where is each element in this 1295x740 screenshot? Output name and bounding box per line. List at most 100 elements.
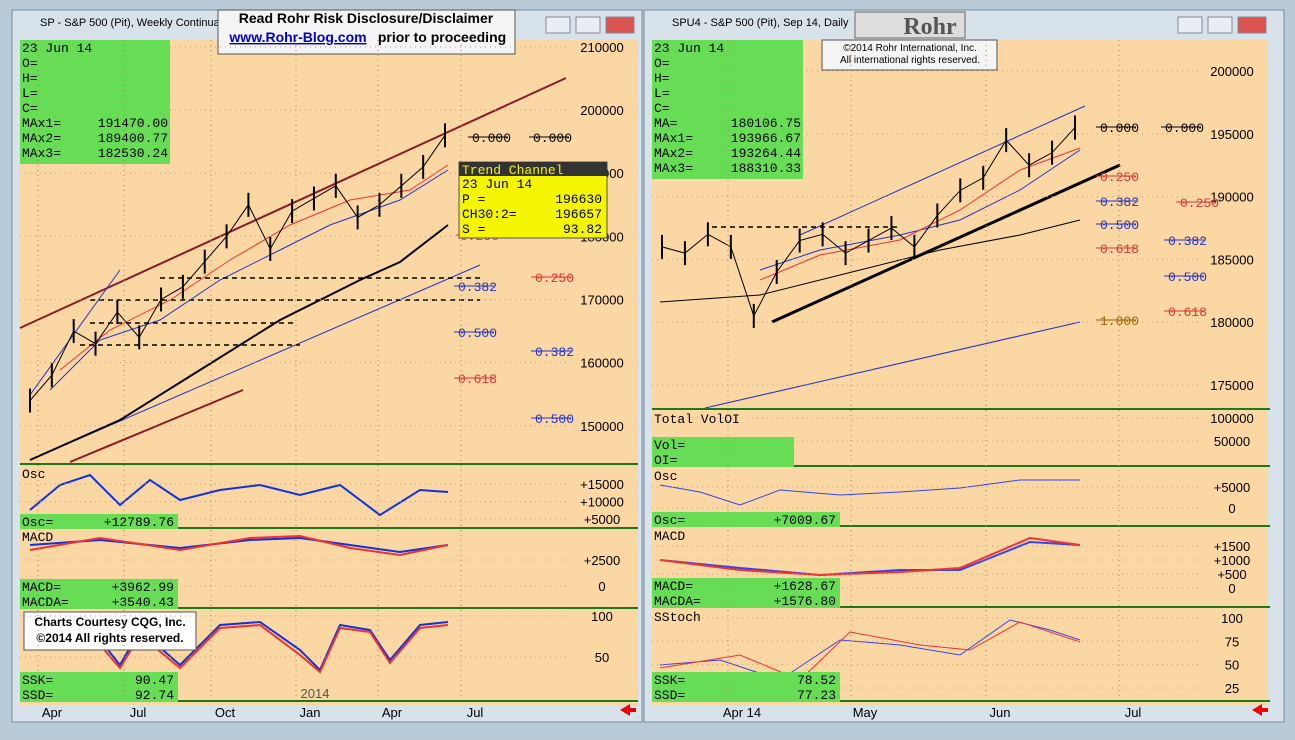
copyright-text: All international rights reserved. [840, 55, 980, 66]
y-tick-label: +15000 [580, 477, 624, 492]
readout-label: Osc= [22, 515, 53, 530]
y-tick-label: +1000 [1214, 553, 1251, 568]
fib-label: 0.500 [535, 412, 574, 427]
readout-box [652, 578, 840, 593]
channel-line [29, 269, 121, 396]
tooltip-title: Trend Channel [462, 163, 564, 178]
info-value: 188310.33 [731, 161, 801, 176]
fib-label: 0.250 [535, 271, 574, 286]
y-tick-label: 200000 [580, 103, 623, 118]
macd-curve [659, 536, 1081, 577]
y-tick-label: 180000 [1210, 315, 1253, 330]
readout-box [20, 672, 178, 687]
x-tick-label: Jan [300, 705, 321, 720]
y-tick-label: 50000 [1214, 434, 1250, 449]
osc-curve [659, 479, 1080, 506]
info-value: 193264.44 [731, 146, 801, 161]
y-tick-label: +5000 [1214, 480, 1251, 495]
y-tick-label: 0 [598, 579, 605, 594]
credit-box [23, 611, 197, 651]
maximize-button[interactable] [575, 16, 601, 34]
y-tick-label: 190000 [1210, 190, 1253, 205]
readout-value: +1576.80 [774, 594, 836, 609]
info-label: O= [22, 56, 38, 71]
y-tick-label: +1500 [1214, 539, 1251, 554]
readout-box [652, 687, 840, 702]
info-label: C= [22, 101, 38, 116]
panel-name: Total VolOI [654, 412, 740, 427]
info-label: MA= [654, 116, 678, 131]
banner-link[interactable]: www.Rohr-Blog.com [228, 29, 366, 45]
macd-curve [659, 540, 1081, 577]
readout-box [652, 452, 794, 467]
y-tick-label: +500 [1217, 567, 1246, 582]
readout-value: +7009.67 [774, 513, 836, 528]
year-label: 2014 [301, 686, 330, 701]
fib-label: 0.500 [458, 326, 497, 341]
x-tick-label: Jul [1125, 705, 1142, 720]
x-tick-label: May [853, 705, 878, 720]
readout-box [652, 593, 840, 608]
maximize-button[interactable] [1207, 16, 1233, 34]
panel-name: SStoch [654, 610, 701, 625]
channel-line [799, 105, 1086, 236]
macd-curve [29, 536, 449, 554]
credit-text: ©2014 All rights reserved. [36, 631, 183, 645]
x-tick-label: Oct [215, 705, 236, 720]
info-label: MAx1= [22, 116, 61, 131]
readout-label: Vol= [654, 438, 685, 453]
fib-label: 0.000 [1100, 121, 1139, 136]
readout-box [20, 594, 178, 609]
tooltip-value: 93.82 [563, 222, 602, 237]
readout-label: MACD= [22, 580, 61, 595]
scroll-arrow[interactable] [620, 704, 636, 716]
readout-box [652, 437, 794, 452]
readout-label: MACDA= [22, 595, 69, 610]
banner-title: Read Rohr Risk Disclosure/Disclaimer [239, 10, 494, 26]
info-value: 182530.24 [98, 146, 168, 161]
fib-label: 0.382 [535, 345, 574, 360]
readout-value: 77.23 [797, 688, 836, 703]
price-line [661, 127, 1076, 318]
minimize-button[interactable] [545, 16, 571, 34]
readout-value: +3962.99 [112, 580, 174, 595]
y-tick-label: 200000 [1210, 64, 1253, 79]
readout-box [652, 672, 840, 687]
info-box [20, 40, 170, 164]
disclaimer-banner [217, 9, 516, 55]
fib-label: 0.618 [1100, 242, 1139, 257]
readout-value: +1628.67 [774, 579, 836, 594]
stoch-curve [659, 619, 1081, 681]
close-button[interactable] [605, 16, 635, 34]
y-tick-label: 100000 [1210, 411, 1253, 426]
fib-label: 0.500 [1168, 270, 1207, 285]
moving-average [59, 164, 449, 371]
tooltip-value: 196630 [555, 192, 602, 207]
tooltip-header [459, 162, 607, 176]
y-tick-label: 195000 [1210, 127, 1253, 142]
y-tick-label: 0 [1228, 501, 1235, 516]
copyright-text: ©2014 Rohr International, Inc. [843, 43, 977, 54]
y-tick-label: 185000 [1210, 252, 1253, 267]
moving-average [29, 224, 449, 461]
fib-label: 0.000 [533, 131, 572, 146]
price-line [29, 135, 446, 401]
y-tick-label: +5000 [584, 512, 621, 527]
info-label: L= [22, 86, 38, 101]
fib-label: 0.000 [472, 131, 511, 146]
fib-label: 0.618 [1168, 305, 1207, 320]
close-button[interactable] [1237, 16, 1267, 34]
y-tick-label: 150000 [580, 419, 623, 434]
info-label: C= [654, 101, 670, 116]
fib-label: 0.382 [1168, 234, 1207, 249]
info-label: MAx3= [22, 146, 61, 161]
scroll-arrow[interactable] [1252, 704, 1268, 716]
readout-label: Osc= [654, 513, 685, 528]
window-controls[interactable] [545, 16, 1267, 34]
fib-label: 0.382 [458, 280, 497, 295]
readout-value: +3540.43 [112, 595, 174, 610]
tooltip-value: 196657 [555, 207, 602, 222]
readout-label: MACD= [654, 579, 693, 594]
minimize-button[interactable] [1177, 16, 1203, 34]
